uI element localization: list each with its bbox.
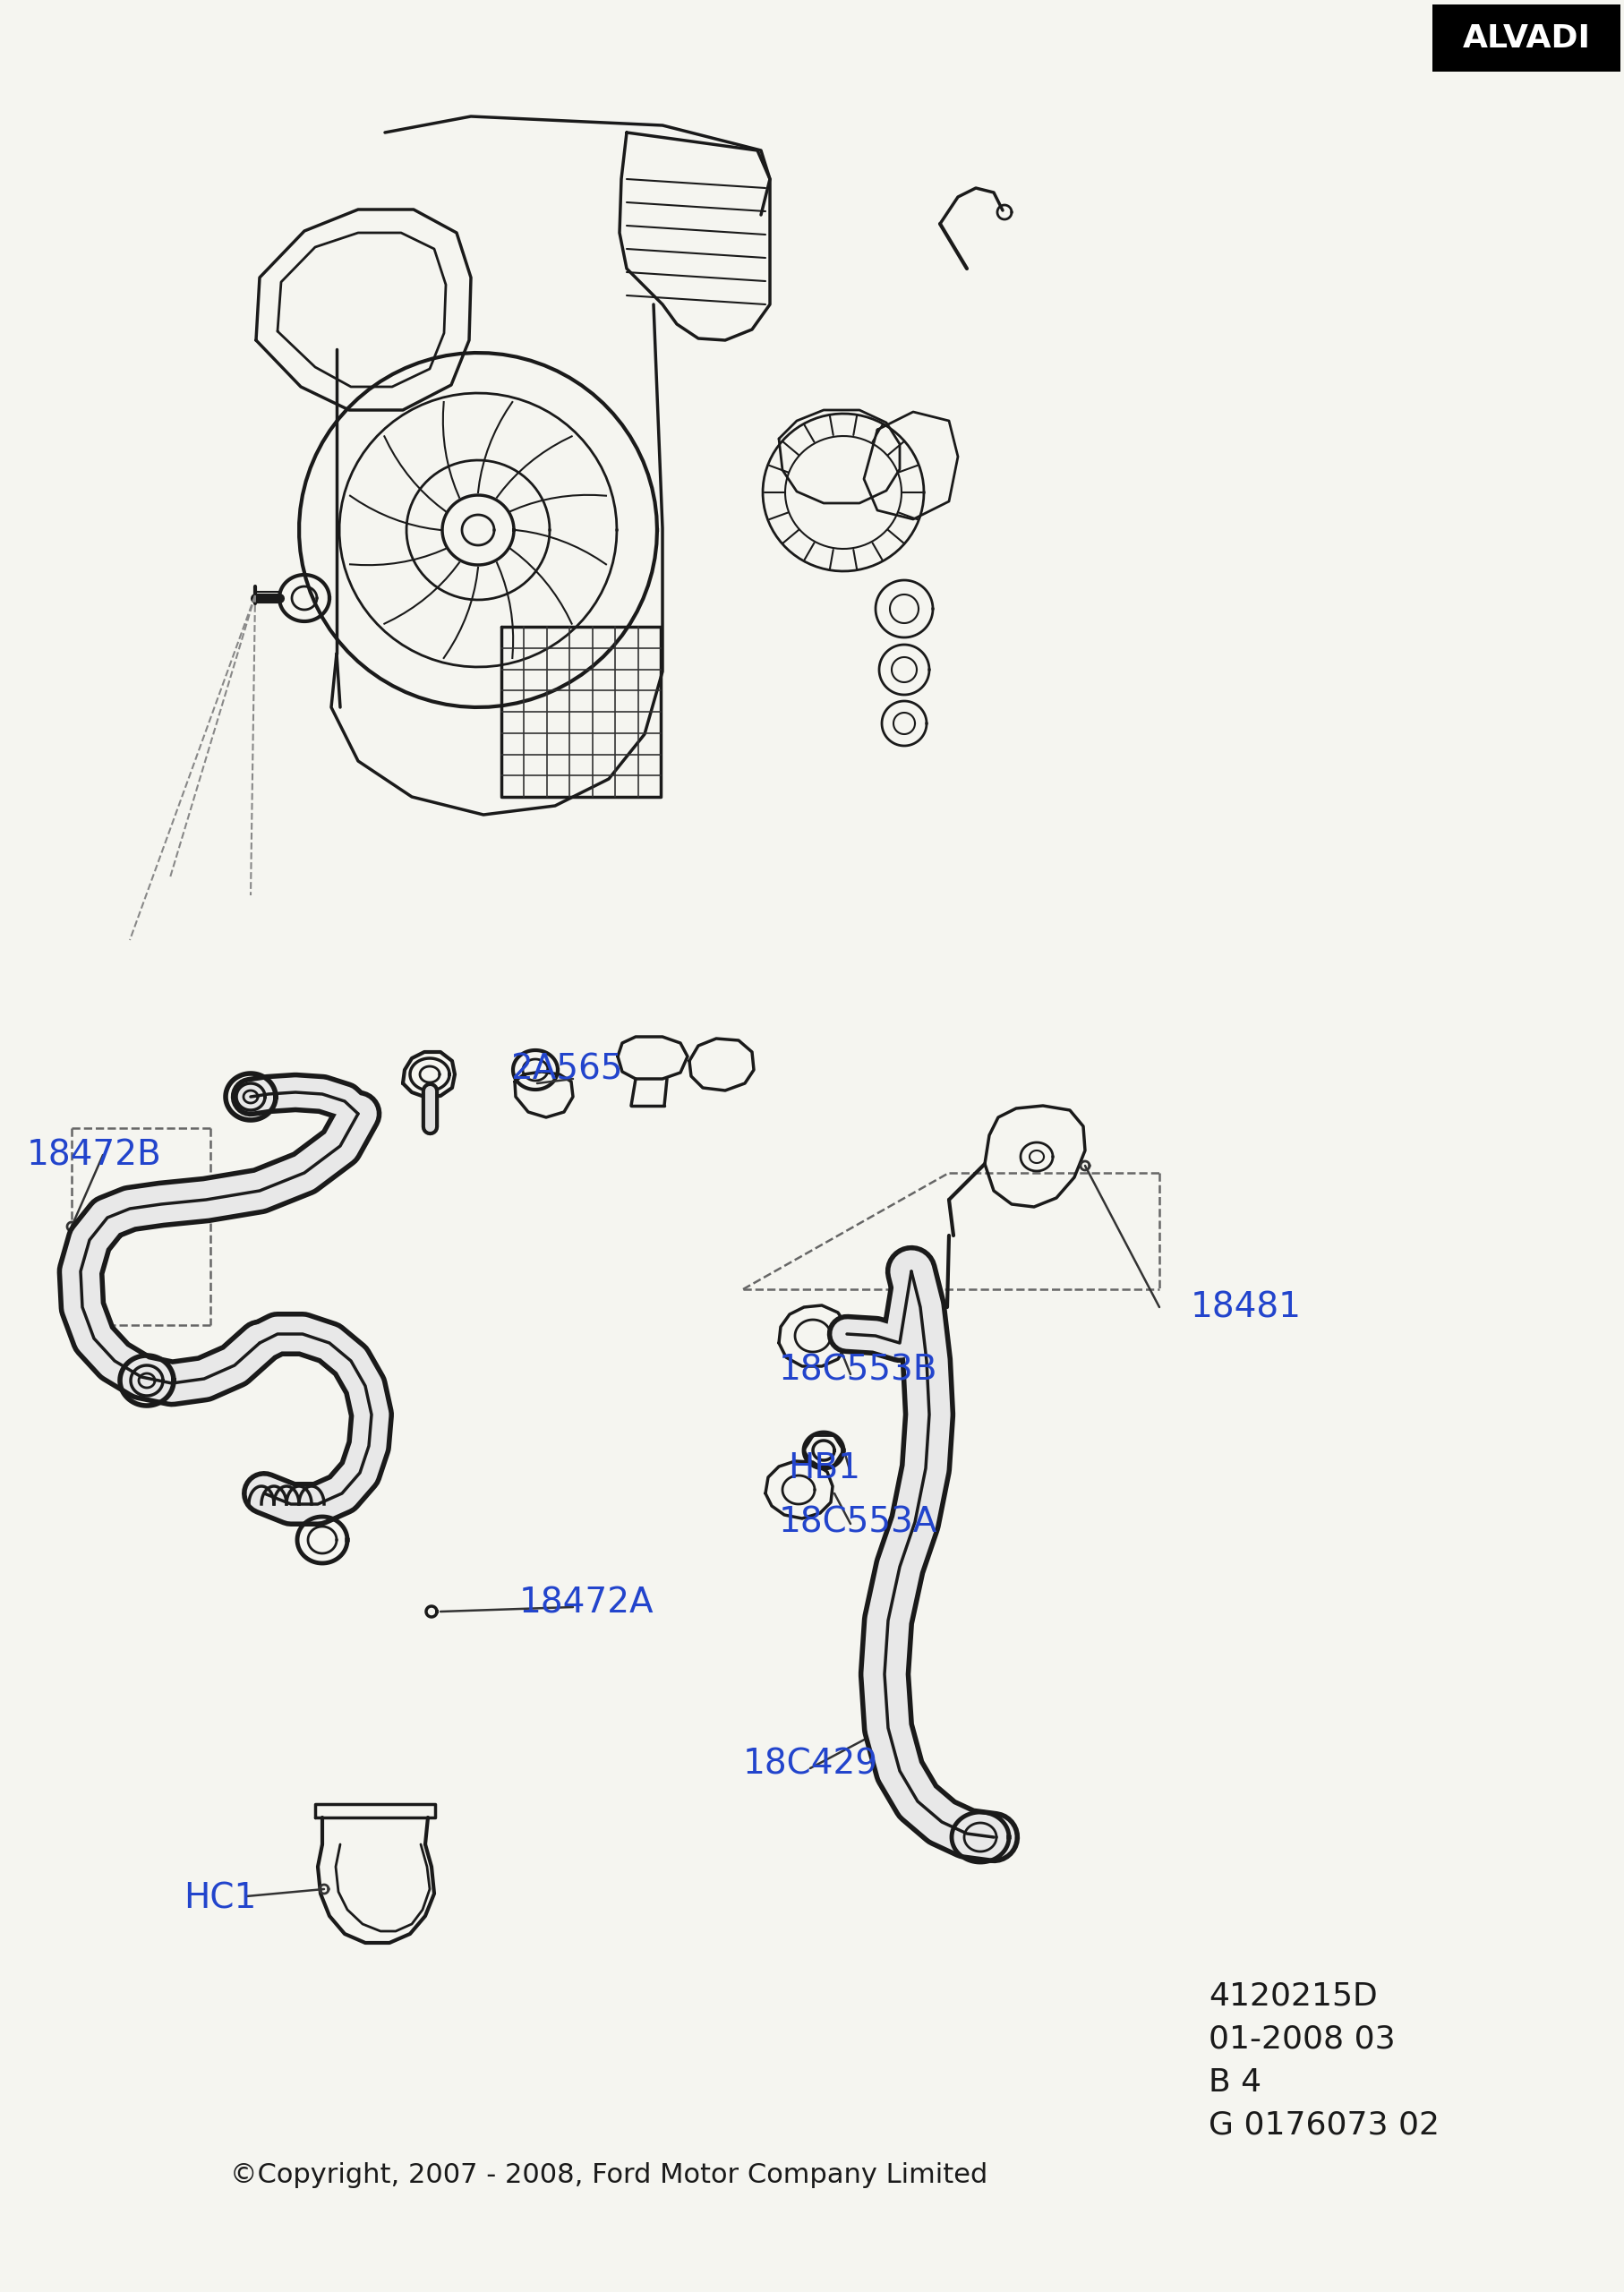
Text: 4120215D: 4120215D: [1208, 1980, 1377, 2012]
Text: HC1: HC1: [184, 1882, 257, 1916]
Text: 18481: 18481: [1190, 1290, 1301, 1325]
Bar: [1432, 5, 1619, 71]
Text: B 4: B 4: [1208, 2067, 1260, 2097]
Text: G 0176073 02: G 0176073 02: [1208, 2111, 1439, 2141]
Text: 18472B: 18472B: [28, 1137, 162, 1171]
Text: ALVADI: ALVADI: [1462, 23, 1590, 53]
Text: 18C553A: 18C553A: [778, 1506, 937, 1538]
Text: HB1: HB1: [788, 1451, 859, 1485]
Text: 18C429: 18C429: [742, 1747, 879, 1781]
Text: 2A565: 2A565: [510, 1052, 622, 1086]
Text: ©Copyright, 2007 - 2008, Ford Motor Company Limited: ©Copyright, 2007 - 2008, Ford Motor Comp…: [231, 2164, 987, 2189]
Text: 18C553B: 18C553B: [778, 1352, 937, 1387]
Text: 01-2008 03: 01-2008 03: [1208, 2024, 1395, 2054]
Text: 18472A: 18472A: [520, 1586, 654, 1620]
